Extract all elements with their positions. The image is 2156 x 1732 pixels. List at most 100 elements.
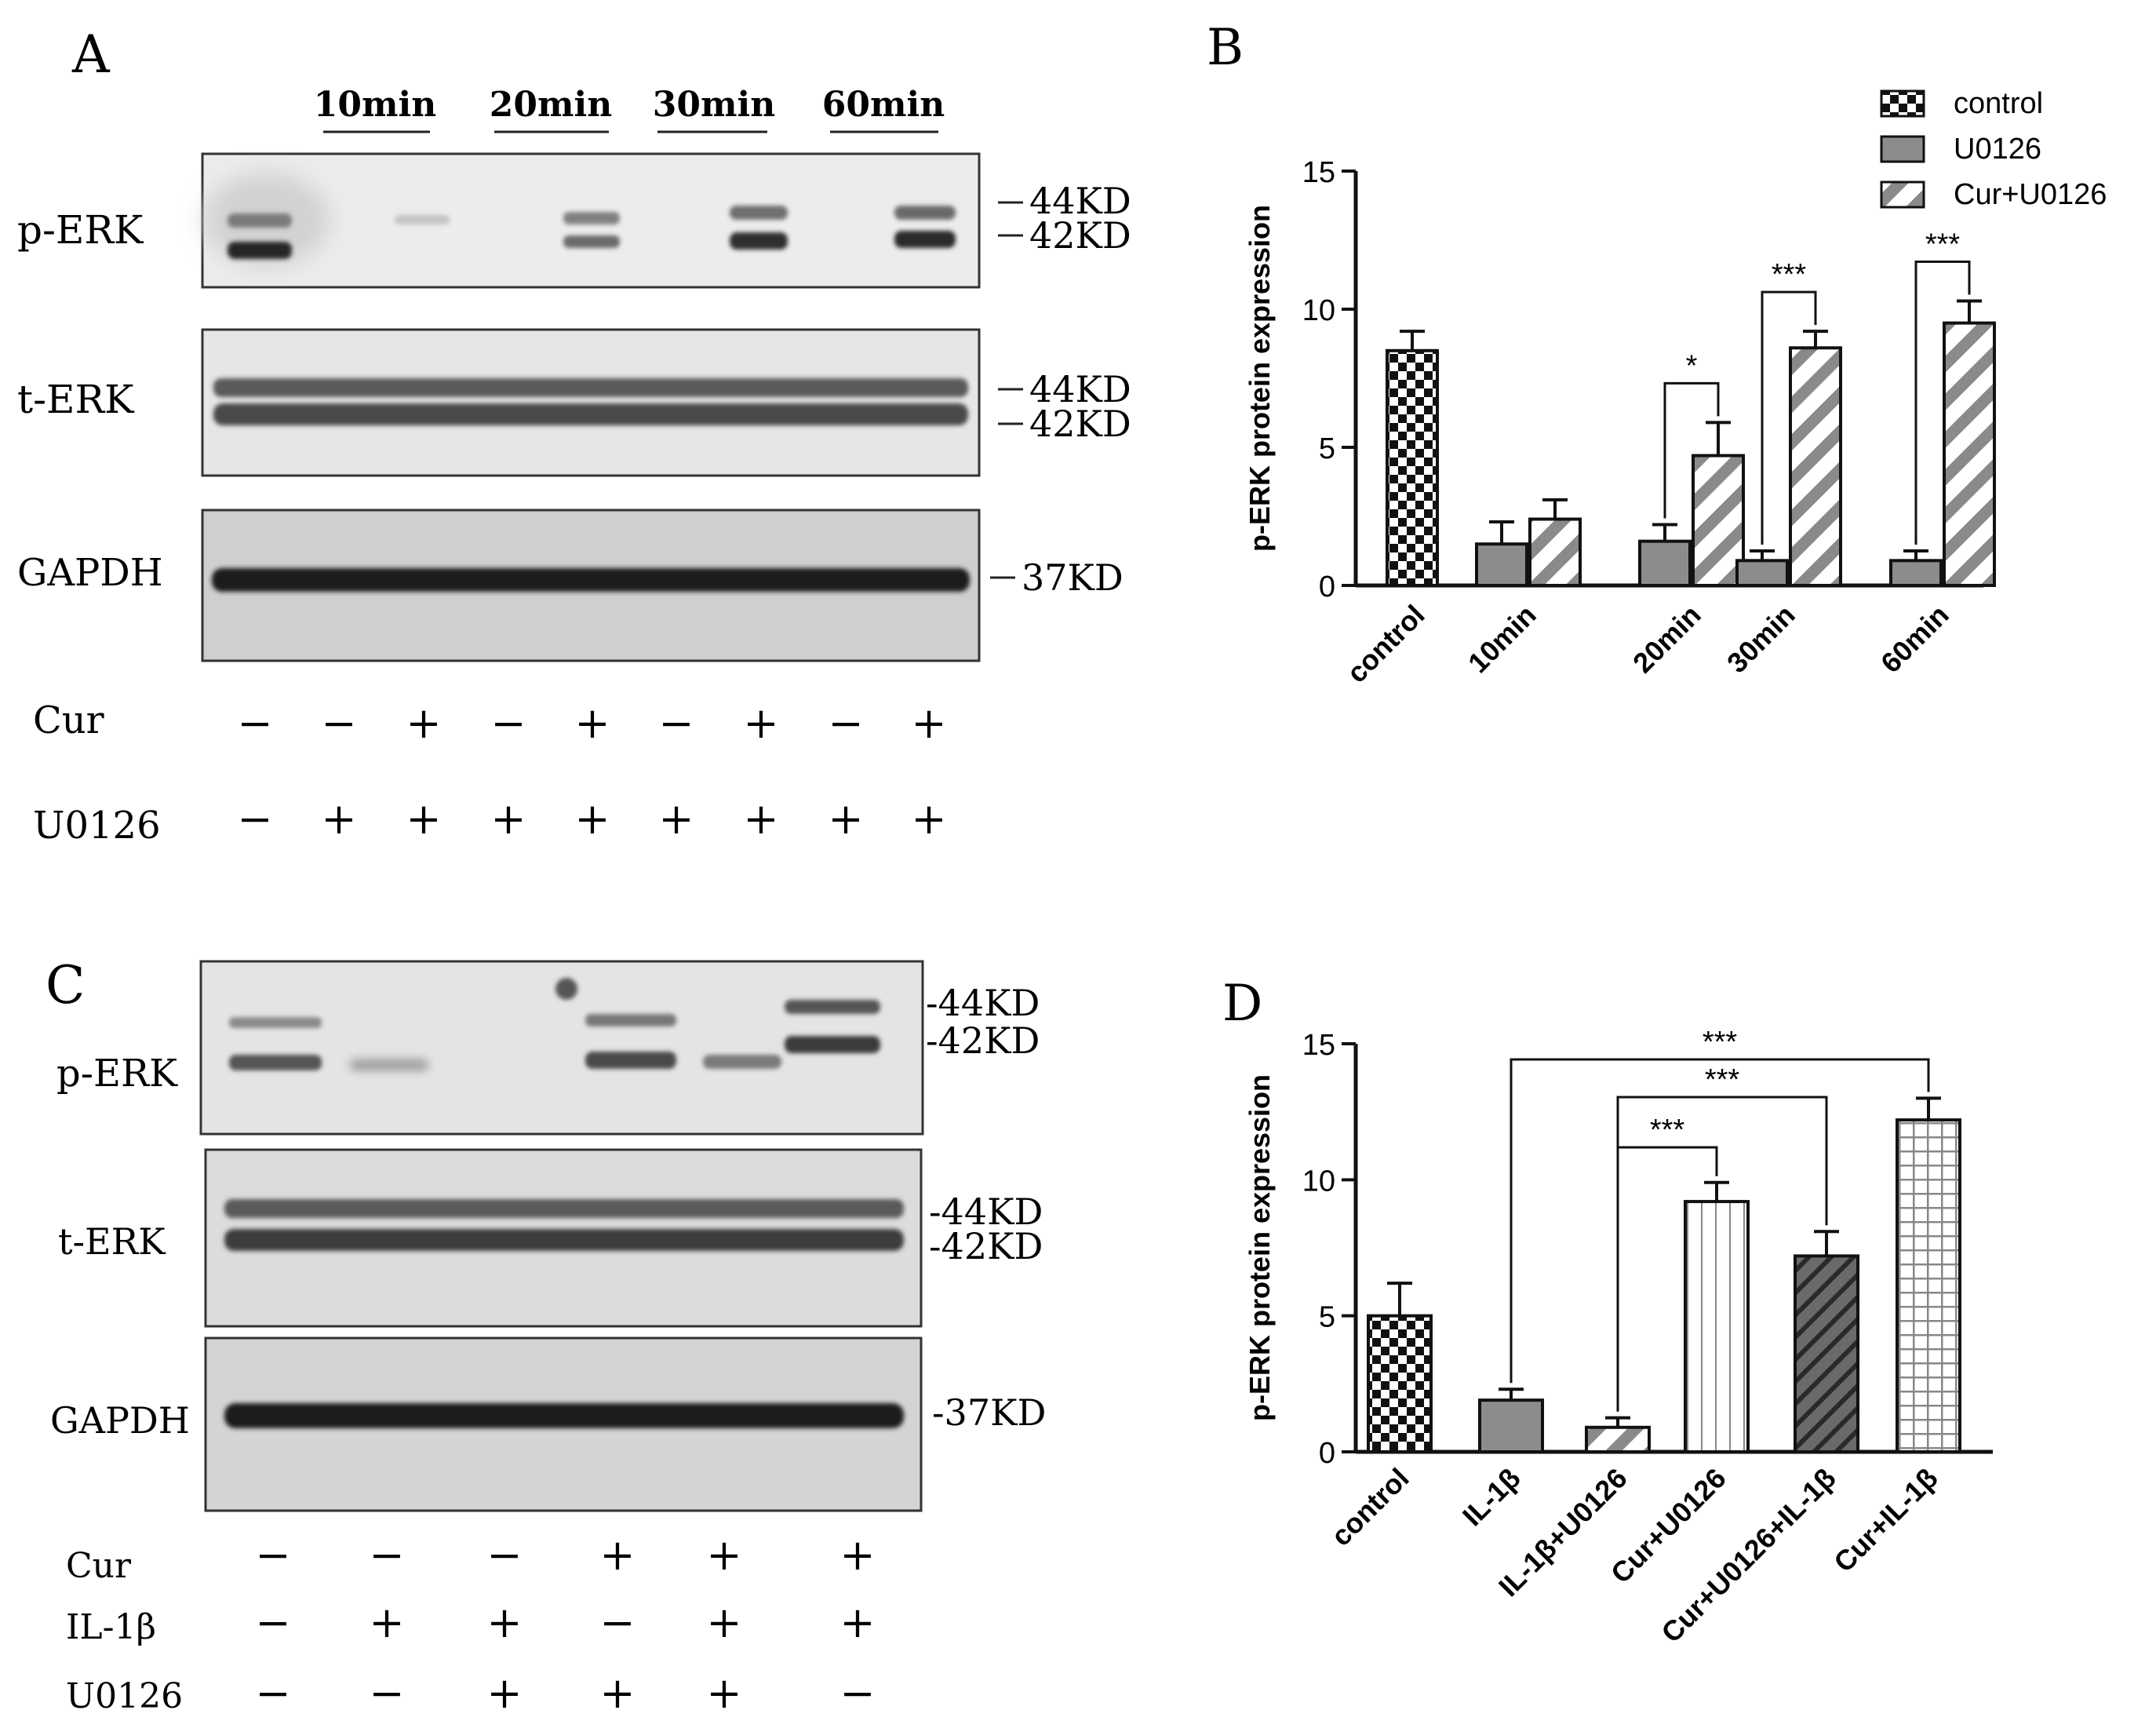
bar	[1386, 348, 1439, 587]
timepoint-headers: 10min 20min 30min 60min	[314, 85, 945, 133]
treatment-sign: +	[706, 1668, 741, 1718]
legend-label: Cur+U0126	[1954, 178, 2107, 211]
band-44kd	[213, 378, 968, 397]
y-tick-label: 0	[1319, 571, 1335, 603]
marker-value: 44KD	[941, 1191, 1043, 1233]
panel-a-letter: A	[71, 24, 111, 85]
marker-value: 44KD	[938, 982, 1040, 1024]
marker-label: -42KD	[926, 1019, 1040, 1062]
significance-bracket	[1663, 381, 1720, 519]
treatment-sign: −	[321, 698, 356, 748]
band-42kd	[785, 1036, 880, 1053]
treatment-sign: +	[911, 794, 946, 844]
panel-c: C p-ERK -44KD -42KD t-ERK -44KD -42KD	[46, 955, 1046, 1718]
marker-label: -37KD	[932, 1391, 1046, 1434]
band-42kd	[228, 242, 292, 259]
legend-label: U0126	[1954, 133, 2041, 166]
treatment-sign: −	[599, 1598, 635, 1647]
bar	[1367, 1314, 1433, 1453]
treatment-sign: +	[599, 1668, 635, 1718]
band-42kd	[224, 1229, 904, 1251]
treatment-sign: +	[406, 698, 441, 748]
treatment-sign: +	[490, 794, 526, 844]
blot-c-terk: t-ERK -44KD -42KD	[58, 1148, 1043, 1328]
treatment-label: U0126	[33, 804, 161, 848]
treatment-sign: −	[658, 698, 694, 748]
bar	[1638, 539, 1692, 587]
significance-label: ***	[1925, 228, 1961, 261]
y-tick-label: 5	[1319, 432, 1335, 465]
treatment-sign: −	[255, 1598, 290, 1647]
marker-label: 44KD	[1029, 180, 1131, 222]
x-tick-label: IL-1β	[1456, 1462, 1527, 1533]
panel-a: A 10min 20min 30min 60min p-ERK	[17, 24, 1131, 848]
bar	[1684, 1200, 1750, 1453]
panel-d-letter: D	[1222, 975, 1262, 1033]
legend: control U0126 Cur+U0126	[1880, 87, 2107, 211]
bar	[1692, 454, 1745, 587]
treatment-sign: +	[743, 698, 778, 748]
treatment-sign: +	[321, 794, 356, 844]
bar	[1528, 517, 1582, 588]
blot-label: p-ERK	[56, 1052, 178, 1096]
band-44kd	[894, 206, 956, 220]
treatment-label: Cur	[33, 698, 104, 742]
y-tick-label: 15	[1302, 156, 1335, 189]
chart-d: 0 5 10 15 p-ERK protein expression control IL-…	[1244, 1026, 1993, 1649]
legend-swatch	[1880, 89, 1925, 118]
band-42kd	[730, 232, 788, 250]
panel-b-letter: B	[1207, 19, 1244, 77]
bar	[1896, 1118, 1961, 1453]
bar	[1943, 321, 1996, 587]
marker-label: -44KD	[929, 1191, 1043, 1233]
significance-bracket	[1616, 1146, 1718, 1412]
treatment-label: IL-1β	[66, 1607, 156, 1647]
bar	[1789, 346, 1842, 587]
blot-label: GAPDH	[17, 551, 163, 595]
treatment-sign: +	[486, 1668, 522, 1718]
treatment-sign: −	[369, 1668, 404, 1718]
marker-value: 42KD	[938, 1019, 1040, 1062]
marker-label: 37KD	[1022, 556, 1124, 599]
treatment-sign: +	[599, 1530, 635, 1580]
blot-a-perk: p-ERK 44KD 42KD	[17, 152, 1131, 289]
y-tick-label: 10	[1302, 294, 1335, 327]
timepoint-label: 60min	[822, 85, 945, 125]
x-tick-label: control	[1324, 1462, 1415, 1552]
blot-label: t-ERK	[58, 1220, 166, 1263]
x-tick-label: Cur+IL-1β	[1827, 1462, 1943, 1578]
band-42kd	[894, 231, 956, 248]
treatment-label: U0126	[66, 1676, 183, 1716]
treatment-sign: +	[911, 698, 946, 748]
blot-label: t-ERK	[17, 377, 135, 422]
panel-c-letter: C	[46, 955, 86, 1015]
treatment-sign: +	[839, 1598, 875, 1647]
y-axis-label: p-ERK protein expression	[1244, 205, 1276, 552]
significance-label: *	[1686, 349, 1698, 382]
blot-c-perk: p-ERK -44KD -42KD	[56, 960, 1040, 1136]
band-44kd	[730, 206, 788, 220]
band-42kd	[213, 403, 968, 425]
timepoint-label: 30min	[653, 85, 776, 125]
blot-label: GAPDH	[50, 1399, 190, 1442]
x-tick-label: control	[1340, 599, 1430, 689]
treatment-sign: +	[706, 1598, 741, 1647]
legend-label: control	[1954, 87, 2043, 120]
y-axis-label: p-ERK protein expression	[1244, 1074, 1276, 1421]
treatment-label: Cur	[66, 1546, 132, 1586]
band-44kd	[585, 1014, 676, 1026]
panel-b: B 0 5 10 15 p-ERK protein expression control 1…	[1207, 19, 2107, 689]
treatment-grid-a: Cur U0126 − − + − + − + − +− + + + + + + + +	[33, 698, 947, 848]
band-37kd	[224, 1403, 904, 1428]
blot-a-terk: t-ERK 44KD 42KD	[17, 328, 1131, 477]
treatment-sign: −	[255, 1668, 290, 1718]
panel-d: D 0 5 10 15 p-ERK protein expression control I…	[1222, 975, 1993, 1649]
y-tick-label: 0	[1319, 1437, 1335, 1470]
treatment-sign: +	[743, 794, 778, 844]
treatment-sign: +	[406, 794, 441, 844]
x-tick-label: 10min	[1462, 599, 1542, 680]
bar	[1889, 559, 1943, 588]
band-44kd	[229, 1017, 322, 1028]
marker-label: -44KD	[926, 982, 1040, 1024]
